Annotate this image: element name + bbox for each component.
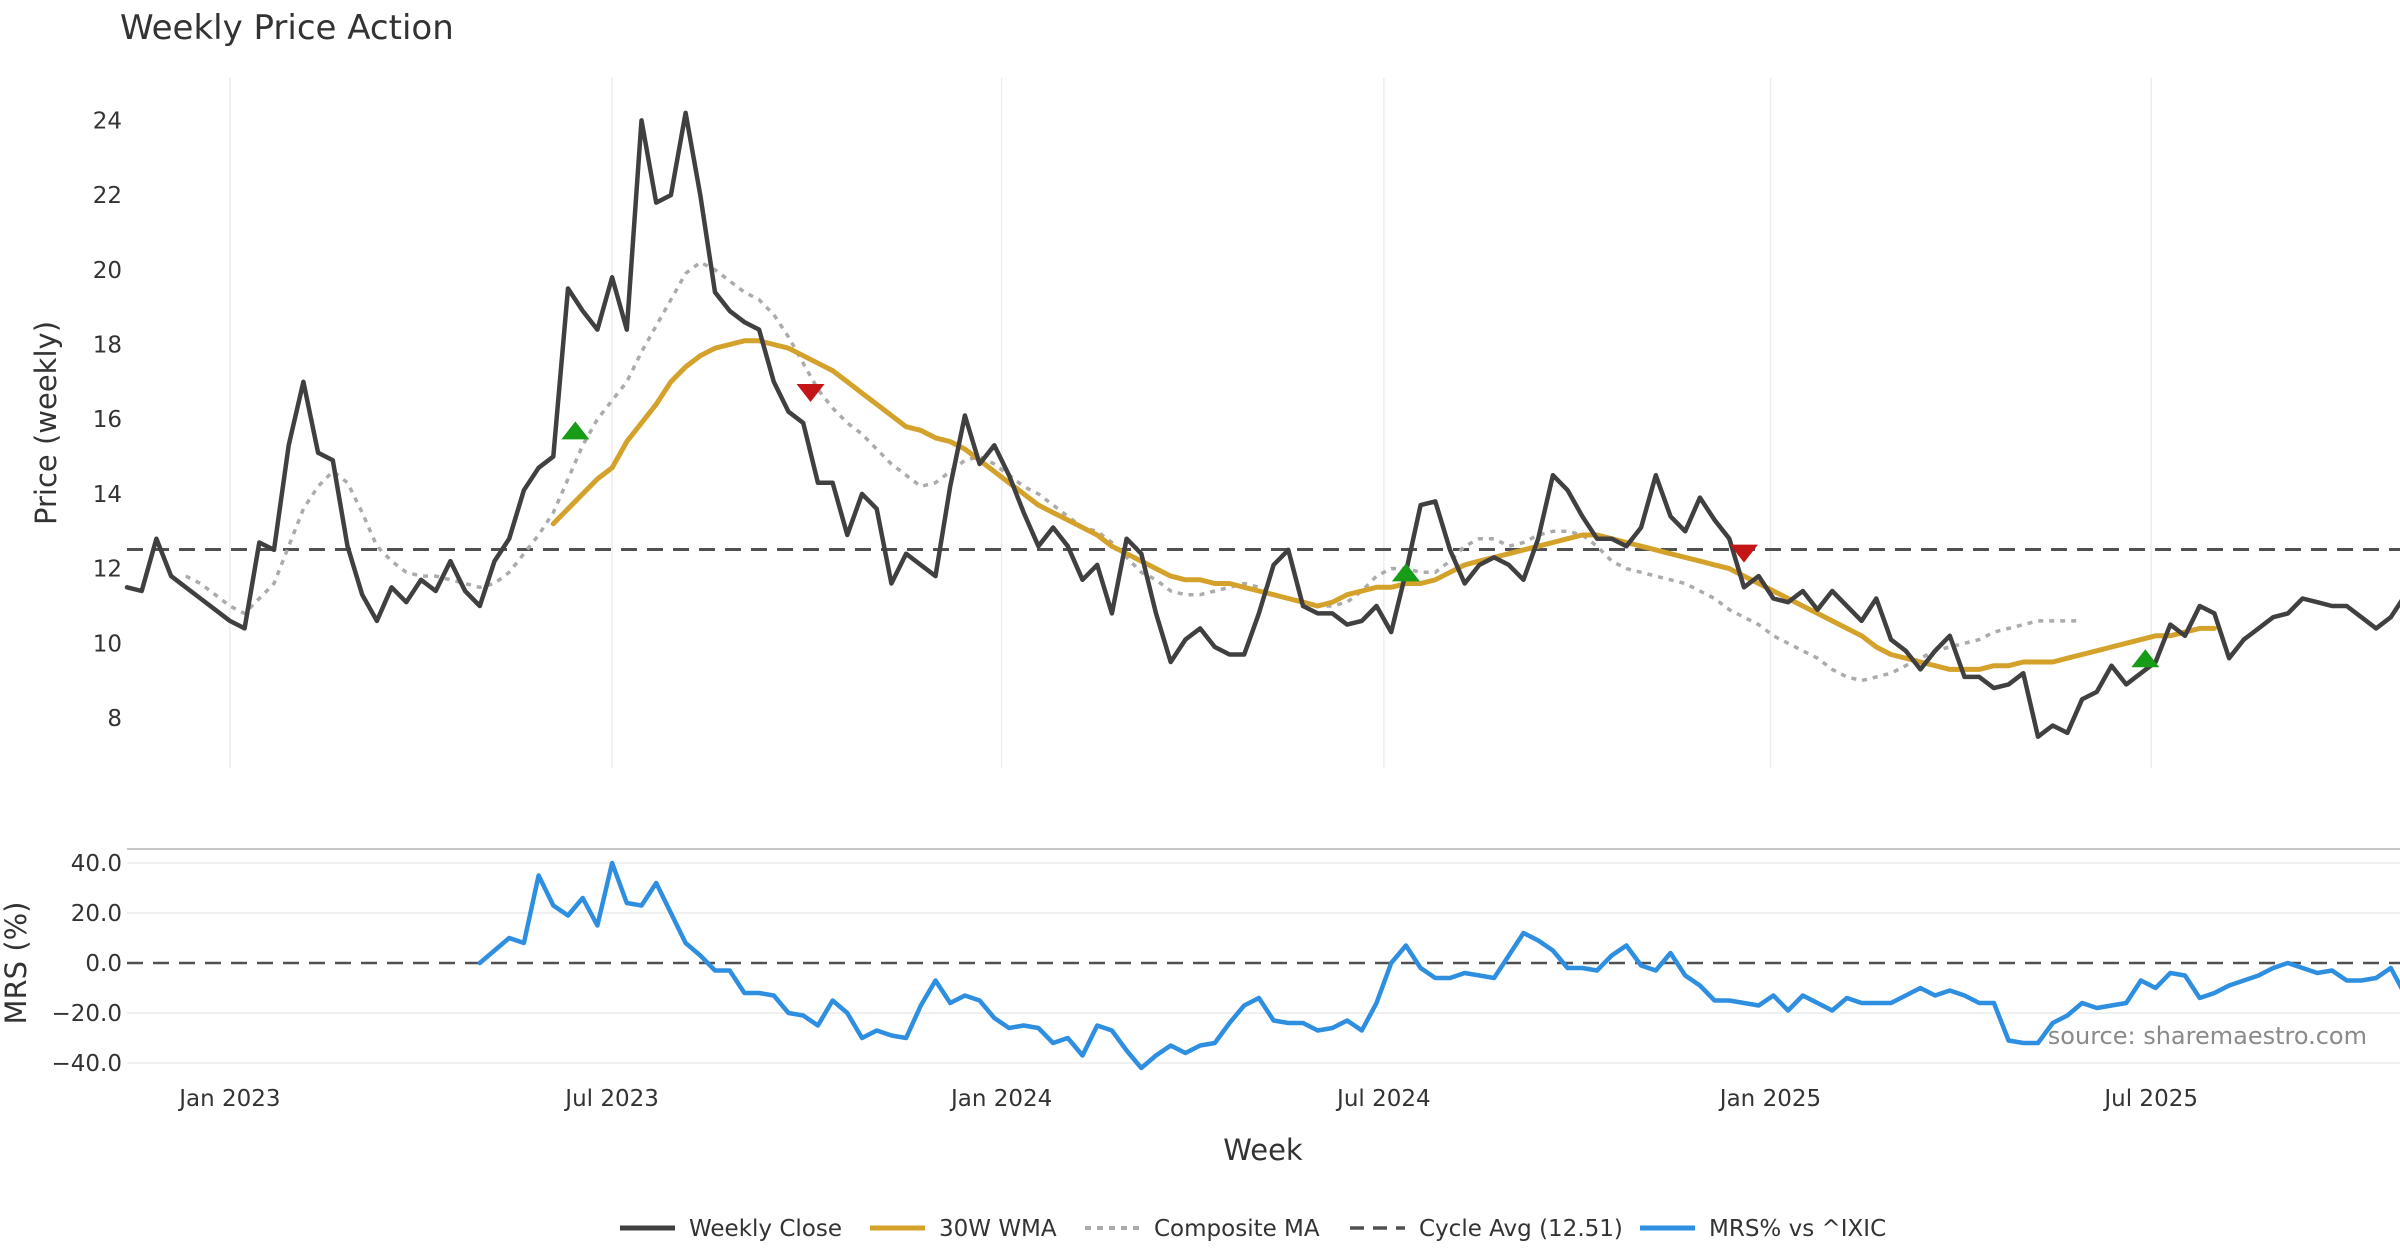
mrs-grid [127, 862, 2400, 1064]
mrs-line [477, 860, 2400, 1071]
x-tick-label: Jan 2025 [1718, 1086, 1821, 1112]
source-note: source: sharemaestro.com [2048, 1022, 2367, 1050]
price-grid [229, 78, 2152, 768]
mrs-y-tick-label: 0.0 [85, 951, 122, 977]
30w-wma-line [550, 338, 2217, 672]
buy-signal-marker [561, 421, 590, 440]
composite-ma-line [185, 260, 2083, 683]
mrs-y-tick-label: −40.0 [52, 1051, 122, 1077]
price-y-tick-label: 22 [93, 183, 122, 209]
signal-markers [561, 384, 2160, 668]
x-tick-label: Jul 2023 [563, 1086, 659, 1112]
price-y-ticks: 8 10 12 14 16 18 20 22 24 [93, 108, 122, 732]
mrs-y-tick-label: 40.0 [71, 851, 122, 877]
legend-label: Composite MA [1154, 1216, 1320, 1242]
legend-label: 30W WMA [939, 1216, 1057, 1242]
mrs-y-tick-label: −20.0 [52, 1001, 122, 1027]
price-y-tick-label: 8 [107, 706, 122, 732]
price-y-tick-label: 10 [93, 631, 122, 657]
buy-signal-marker [1391, 563, 1420, 582]
legend-label: MRS% vs ^IXIC [1709, 1216, 1886, 1242]
buy-signal-marker [2131, 649, 2160, 668]
price-y-tick-label: 24 [93, 108, 122, 134]
weekly-close-line [124, 110, 2400, 739]
mrs-series-group [477, 860, 2400, 1071]
mrs-y-tick-label: 20.0 [71, 901, 122, 927]
mrs-y-ticks: 40.0 20.0 0.0 −20.0 −40.0 [52, 851, 122, 1077]
price-y-axis-title: Price (weekly) [29, 321, 63, 525]
chart-title: Weekly Price Action [120, 8, 454, 48]
sell-signal-marker [796, 384, 825, 403]
legend-label: Weekly Close [689, 1216, 842, 1242]
x-tick-label: Jul 2025 [2102, 1086, 2198, 1112]
x-tick-label: Jan 2023 [177, 1086, 280, 1112]
x-tick-label: Jan 2024 [949, 1086, 1052, 1112]
mrs-y-axis-title: MRS (%) [0, 902, 33, 1025]
price-y-tick-label: 12 [93, 557, 122, 583]
price-y-tick-label: 16 [93, 407, 122, 433]
x-tick-label: Jul 2024 [1335, 1086, 1431, 1112]
legend-label: Cycle Avg (12.51) [1419, 1216, 1623, 1242]
price-series-group [124, 110, 2400, 739]
x-axis-ticks: Jan 2023 Jul 2023 Jan 2024 Jul 2024 Jan 2025… [177, 1086, 2198, 1112]
price-y-tick-label: 20 [93, 258, 122, 284]
price-y-tick-label: 18 [93, 333, 122, 359]
price-y-tick-label: 14 [93, 482, 122, 508]
legend: Weekly Close 30W WMA Composite MA Cycle Avg… [620, 1216, 1886, 1242]
x-axis-title: Week [1223, 1133, 1303, 1167]
sell-signal-marker [1730, 544, 1758, 563]
